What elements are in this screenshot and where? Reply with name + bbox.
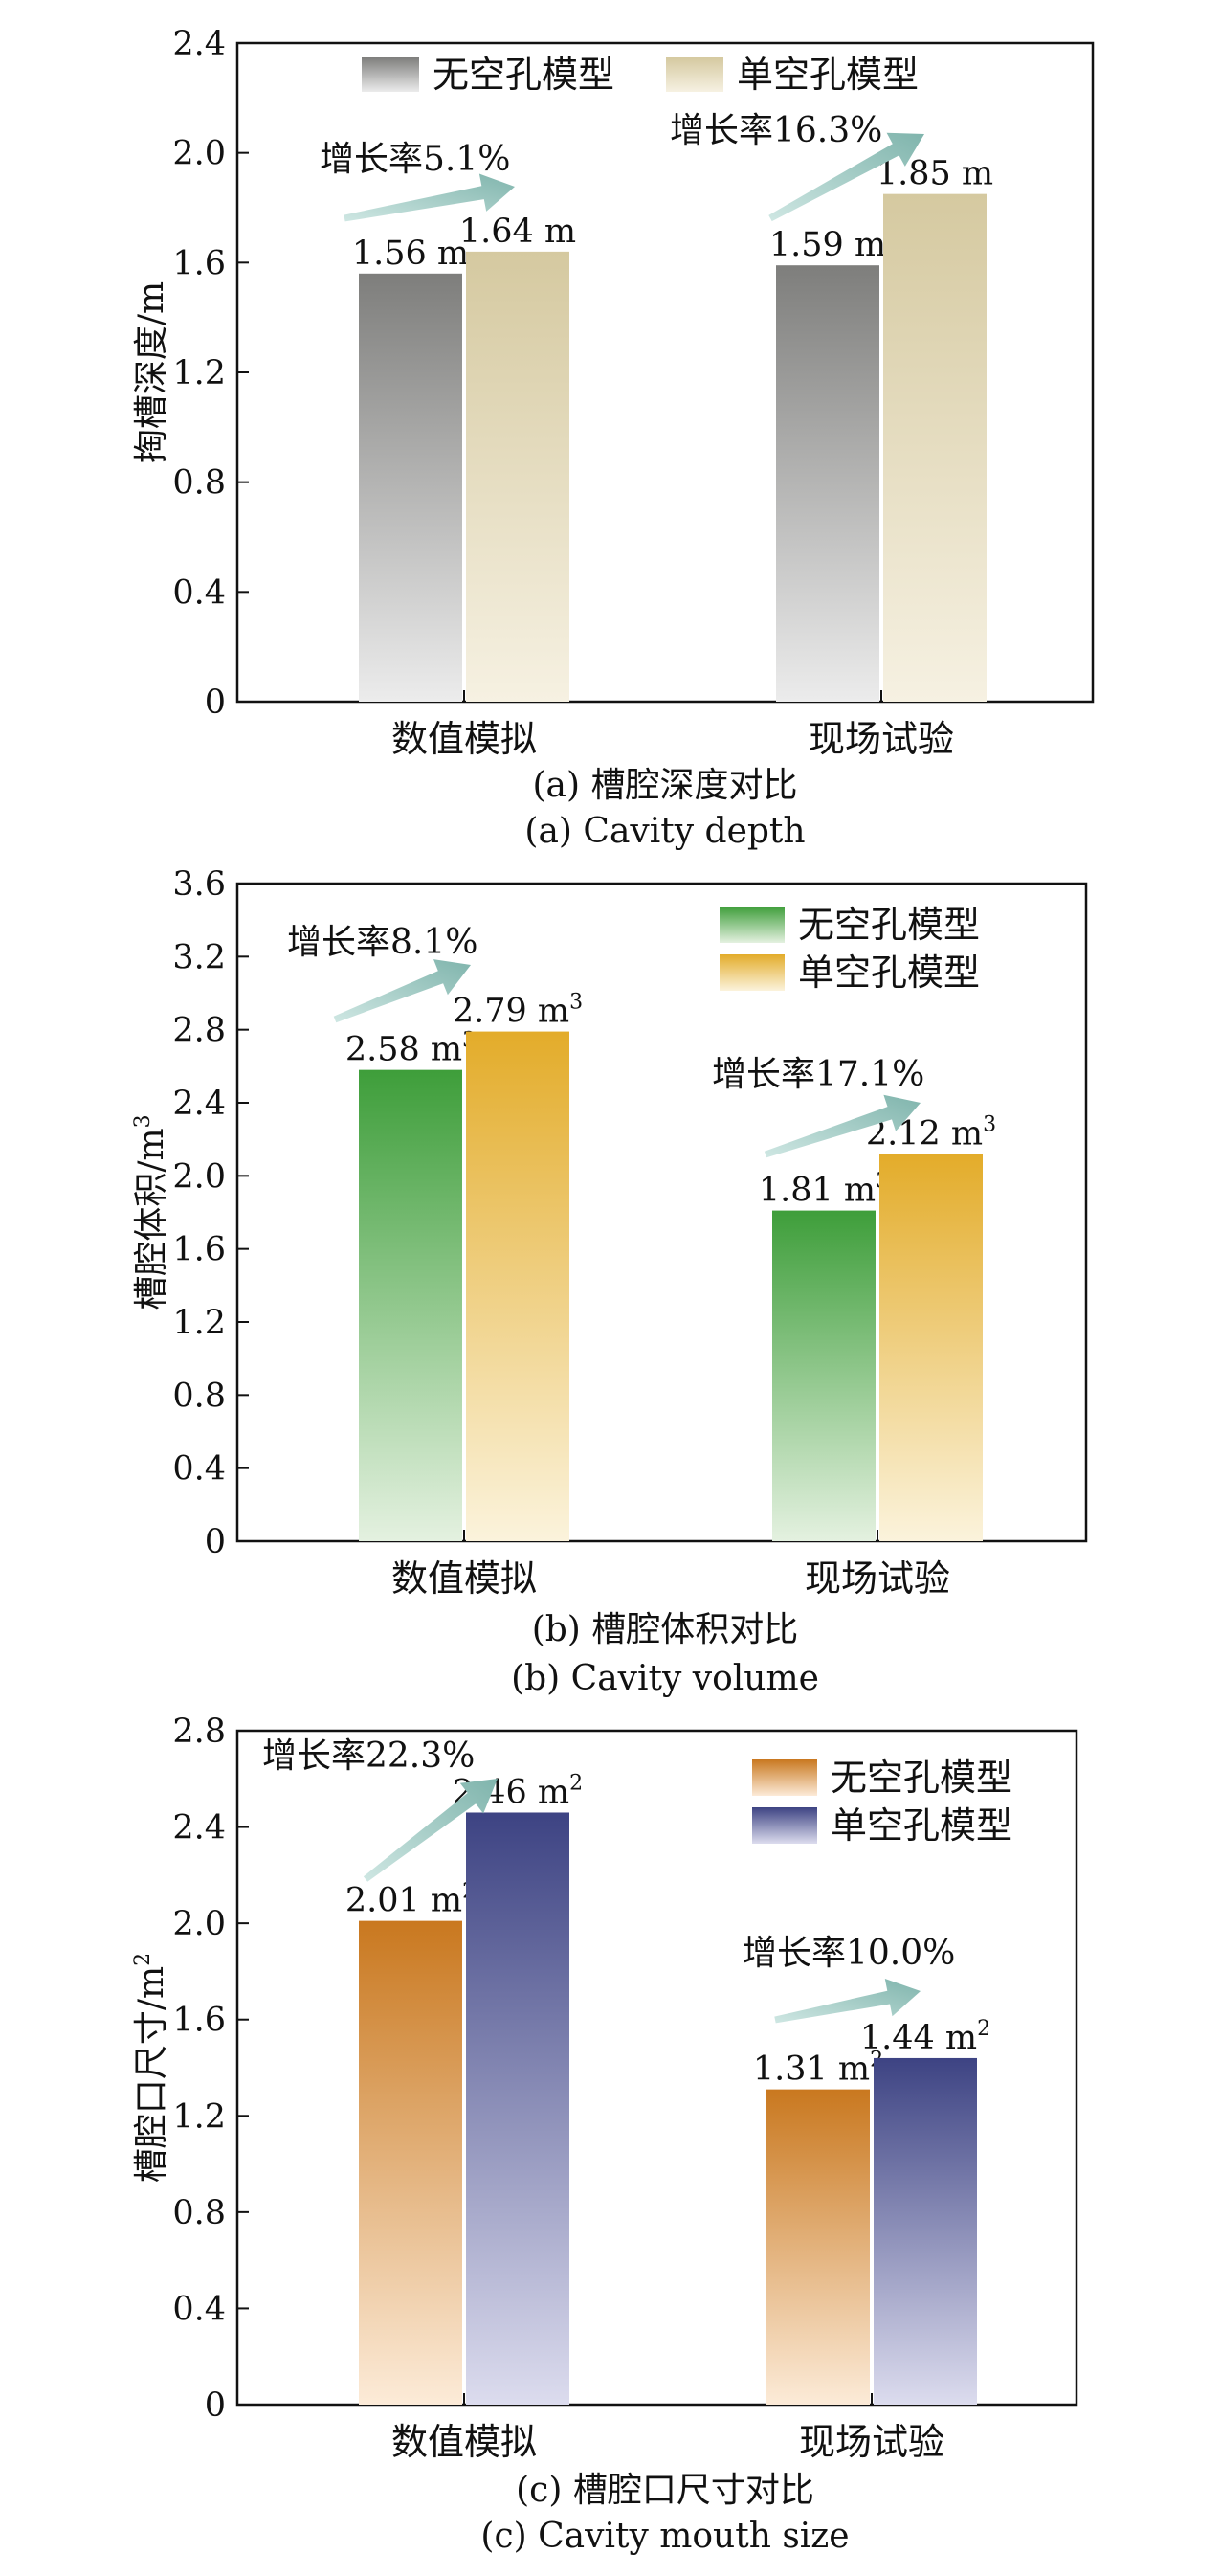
bar <box>879 1154 983 1541</box>
growth-annotation: 增长率22.3% <box>262 1736 475 1776</box>
bar <box>359 273 462 702</box>
y-tick-label: 2.4 <box>172 1085 226 1123</box>
y-tick-label: 3.6 <box>172 865 226 904</box>
x-tick-label: 现场试验 <box>799 2421 944 2463</box>
growth-annotation: 增长率10.0% <box>743 1934 955 1973</box>
data-label: 1.56 m <box>352 235 469 273</box>
growth-arrow <box>768 132 924 222</box>
plot-frame <box>235 882 1088 1543</box>
growth-arrow <box>333 959 471 1023</box>
y-tick-label: 2.8 <box>172 1012 226 1050</box>
legend-label: 单空孔模型 <box>737 54 919 96</box>
x-tick-label: 现场试验 <box>805 1557 950 1600</box>
legend-label: 单空孔模型 <box>798 952 980 994</box>
y-tick-label: 0.4 <box>172 573 226 612</box>
y-tick-label: 2.0 <box>172 135 226 173</box>
y-tick-label: 0.8 <box>172 464 226 503</box>
legend-label: 无空孔模型 <box>798 904 980 946</box>
data-label: 1.64 m <box>459 213 576 251</box>
growth-arrow <box>363 1779 498 1882</box>
y-tick-label: 1.2 <box>172 1304 226 1342</box>
legend-label: 无空孔模型 <box>831 1757 1012 1799</box>
caption-en: (c) Cavity mouth size <box>480 2517 849 2556</box>
legend-label: 无空孔模型 <box>433 54 614 96</box>
caption-en: (b) Cavity volume <box>511 1659 819 1698</box>
y-tick-label: 2.0 <box>172 1905 226 1943</box>
data-label: 2.01 m2 <box>345 1880 476 1920</box>
bar <box>466 1812 569 2405</box>
data-label: 2.58 m3 <box>345 1029 476 1069</box>
growth-arrow <box>764 1094 921 1158</box>
bar <box>359 1069 462 1541</box>
y-tick-label: 1.6 <box>172 2002 226 2040</box>
y-tick-label: 1.2 <box>172 2097 226 2136</box>
data-label: 1.85 m <box>877 155 993 193</box>
legend-swatch <box>666 57 723 92</box>
bar <box>772 1210 876 1541</box>
y-tick-label: 2.4 <box>172 1809 226 1848</box>
caption-cn: (b) 槽腔体积对比 <box>532 1610 799 1649</box>
y-tick-label: 0 <box>205 2386 226 2425</box>
legend-swatch <box>720 954 785 991</box>
bar <box>874 2057 977 2405</box>
y-tick-label: 0.4 <box>172 1450 226 1489</box>
y-tick-label: 0 <box>205 683 226 722</box>
y-axis-label: 槽腔口尺寸/m2 <box>131 1953 171 2183</box>
y-tick-label: 0.8 <box>172 2194 226 2232</box>
caption-en: (a) Cavity depth <box>524 812 805 851</box>
data-label: 1.44 m2 <box>860 2017 990 2057</box>
x-tick-label: 数值模拟 <box>391 2421 537 2463</box>
legend-label: 单空孔模型 <box>831 1804 1012 1847</box>
bar <box>466 251 569 702</box>
y-tick-label: 1.6 <box>172 244 226 282</box>
plot-frame <box>235 1729 1078 2407</box>
y-tick-label: 0 <box>205 1523 226 1561</box>
x-tick-label: 现场试验 <box>809 718 954 760</box>
growth-annotation: 增长率5.1% <box>320 140 510 179</box>
bar <box>776 265 879 702</box>
growth-arrow <box>774 1979 921 2024</box>
bar <box>359 1920 462 2405</box>
chart-3: 0 0.4 0.8 1.2 1.6 2.0 2.4 2.8 槽腔口尺寸/m2 数值模拟 现场试验 2.… <box>131 1713 1078 2556</box>
y-tick-label: 3.2 <box>172 938 226 976</box>
legend-swatch <box>362 57 419 92</box>
y-axis-label: 槽腔体积/m3 <box>131 1114 171 1310</box>
y-tick-label: 2.4 <box>172 25 226 63</box>
legend-swatch <box>752 1759 817 1796</box>
y-tick-label: 2.0 <box>172 1157 226 1196</box>
y-axis-label: 掏槽深度/m <box>132 281 171 463</box>
bar <box>466 1031 569 1541</box>
legend-swatch <box>752 1807 817 1844</box>
caption-cn: (a) 槽腔深度对比 <box>533 766 798 805</box>
caption-cn: (c) 槽腔口尺寸对比 <box>516 2471 814 2510</box>
bar <box>766 2089 870 2405</box>
growth-annotation: 增长率17.1% <box>712 1055 924 1094</box>
legend-swatch <box>720 907 785 943</box>
bar <box>883 193 987 702</box>
y-tick-label: 0.8 <box>172 1377 226 1415</box>
x-tick-label: 数值模拟 <box>391 1557 537 1600</box>
y-tick-label: 1.2 <box>172 354 226 392</box>
data-label: 1.81 m3 <box>759 1170 889 1210</box>
y-tick-label: 1.6 <box>172 1231 226 1269</box>
y-tick-label: 0.4 <box>172 2290 226 2328</box>
x-tick-label: 数值模拟 <box>391 718 537 760</box>
data-label: 1.59 m <box>769 226 886 264</box>
growth-annotation: 增长率16.3% <box>670 111 882 150</box>
y-tick-label: 2.8 <box>172 1713 226 1751</box>
growth-arrow <box>344 173 515 222</box>
growth-annotation: 增长率8.1% <box>287 923 477 962</box>
chart-2: 0 0.4 0.8 1.2 1.6 2.0 2.4 2.8 3.2 3.6 槽腔体积/m3 数值模拟 现… <box>131 865 1088 1698</box>
data-label: 2.79 m3 <box>453 991 583 1031</box>
